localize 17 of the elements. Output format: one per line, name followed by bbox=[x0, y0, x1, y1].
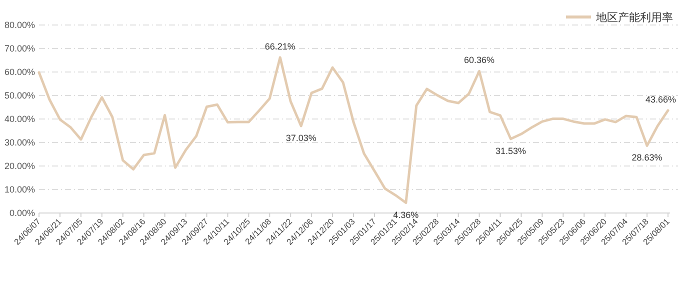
data-label: 37.03% bbox=[286, 132, 316, 143]
data-label: 4.36% bbox=[393, 210, 419, 220]
y-tick-label: 20.00% bbox=[4, 161, 35, 171]
y-tick-label: 0.00% bbox=[9, 208, 35, 218]
data-label: 43.66% bbox=[645, 94, 676, 104]
data-label: 31.53% bbox=[495, 146, 526, 156]
y-tick-label: 10.00% bbox=[4, 184, 35, 194]
y-tick-label: 70.00% bbox=[4, 44, 35, 54]
y-tick-label: 80.00% bbox=[4, 20, 35, 30]
legend-label: 地区产能利用率 bbox=[595, 11, 673, 24]
y-tick-label: 30.00% bbox=[4, 138, 35, 148]
data-label: 60.36% bbox=[464, 55, 495, 66]
y-tick-label: 50.00% bbox=[4, 90, 35, 100]
y-tick-label: 60.00% bbox=[4, 67, 35, 77]
data-label: 28.63% bbox=[632, 152, 662, 163]
y-tick-label: 40.00% bbox=[4, 114, 35, 124]
data-label: 66.21% bbox=[264, 41, 296, 52]
